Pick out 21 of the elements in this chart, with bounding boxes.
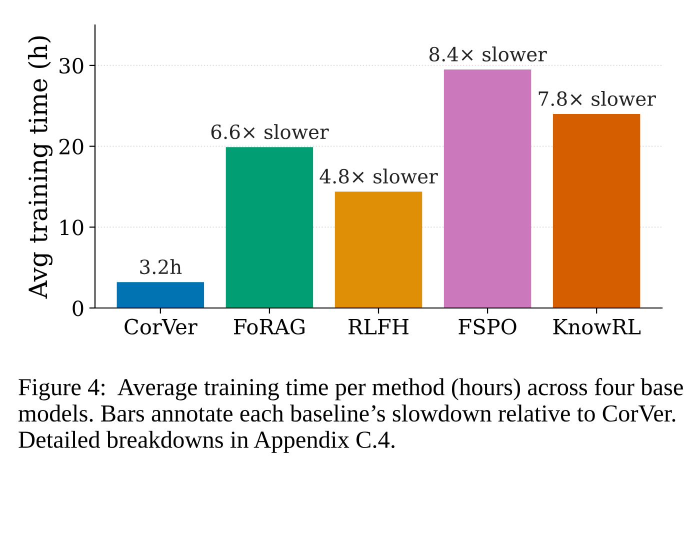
y-axis-title: Avg training time (h) bbox=[28, 36, 53, 299]
y-tick-label: 10 bbox=[60, 220, 84, 236]
caption: Figure 4: Average training time per method (hours) across four base models. Bars annotate each baseline’s slowdown relative to CorVer. Detailed breakdowns in Appendix C.4. bbox=[18, 378, 683, 453]
data-label: 3.2h bbox=[140, 259, 182, 274]
x-tick-label: KnowRL bbox=[553, 319, 641, 335]
y-tick-label: 0 bbox=[72, 300, 84, 316]
annotation: 8.4× slower bbox=[429, 46, 547, 62]
x-tick-label: FoRAG bbox=[234, 318, 304, 335]
bar bbox=[444, 69, 532, 308]
bar bbox=[334, 192, 422, 308]
annotation: 7.8× slower bbox=[538, 90, 656, 106]
bar bbox=[226, 147, 314, 308]
x-tick-label: FSPO bbox=[458, 318, 516, 335]
bar bbox=[116, 282, 204, 308]
annotation: 4.8× slower bbox=[320, 168, 438, 184]
annotation: 6.6× slower bbox=[211, 124, 329, 140]
x-tick-label: CorVer bbox=[124, 318, 198, 335]
y-tick-label: 30 bbox=[60, 58, 84, 74]
bar bbox=[552, 114, 640, 308]
y-tick-label: 20 bbox=[59, 138, 84, 154]
x-tick-label: RLFH bbox=[348, 319, 408, 334]
